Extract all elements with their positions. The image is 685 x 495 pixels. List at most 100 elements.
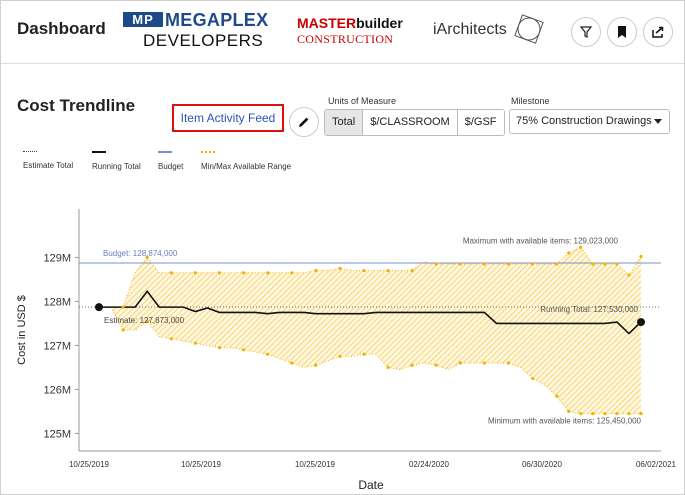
max-point	[266, 271, 270, 275]
max-point	[579, 245, 583, 249]
max-point	[217, 271, 222, 275]
max-point	[362, 269, 366, 273]
header-bar: Dashboard MP MEGAPLEX DEVELOPERS MASTERb…	[1, 1, 684, 64]
running-end-point	[637, 318, 645, 327]
min-point	[145, 319, 149, 323]
min-point	[410, 363, 414, 367]
min-point	[458, 361, 462, 365]
filter-button[interactable]	[571, 17, 601, 47]
legend-running-swatch	[92, 151, 106, 153]
min-point	[434, 363, 438, 367]
y-tick-label: 126M	[43, 384, 71, 396]
legend-estimate-swatch	[23, 151, 37, 152]
running-total-line	[99, 289, 642, 335]
max-point	[434, 262, 438, 266]
legend-budget: Budget	[158, 151, 183, 171]
min-point	[386, 365, 390, 369]
x-tick-label: 06/02/2021	[636, 460, 677, 469]
max-point	[458, 262, 462, 266]
max-point	[145, 255, 149, 259]
max-point	[603, 262, 607, 266]
units-of-measure-label: Units of Measure	[328, 96, 397, 106]
min-point	[290, 361, 294, 365]
max-point	[193, 271, 197, 275]
min-point	[603, 412, 607, 416]
max-point	[121, 305, 125, 309]
bookmark-button[interactable]	[607, 17, 637, 47]
legend-running: Running Total	[92, 151, 141, 171]
y-axis-title: Cost in USD $	[16, 295, 28, 365]
min-point	[579, 412, 583, 416]
min-point	[338, 354, 342, 358]
masterbuilder-logo-b: builder	[356, 15, 403, 31]
masterbuilder-logo-sub: CONSTRUCTION	[297, 32, 394, 46]
min-point	[591, 412, 595, 416]
max-point	[591, 262, 595, 266]
pencil-icon	[299, 117, 309, 127]
legend-estimate-label: Estimate Total	[23, 161, 74, 170]
max-point	[627, 273, 631, 277]
filter-icon	[579, 26, 593, 38]
milestone-select[interactable]: 75% Construction Drawings	[509, 109, 670, 134]
running-total-annotation: Running Total: 127,530,000	[540, 305, 638, 314]
x-tick-label: 10/25/2019	[295, 460, 336, 469]
min-point	[567, 409, 571, 413]
min-point	[362, 352, 366, 356]
range-area	[99, 247, 641, 414]
share-button[interactable]	[643, 17, 673, 47]
max-annotation: Maximum with available items: 129,023,00…	[463, 236, 619, 245]
max-point	[639, 254, 643, 259]
max-point	[555, 262, 559, 266]
max-point	[567, 251, 571, 255]
min-point	[169, 337, 173, 341]
max-point	[531, 262, 535, 266]
bookmark-icon	[618, 26, 626, 38]
legend-estimate: Estimate Total	[23, 151, 73, 170]
units-option-per-classroom[interactable]: $/CLASSROOM	[363, 110, 458, 135]
megaplex-logo-name: MEGAPLEX	[165, 10, 269, 30]
megaplex-logo: MP MEGAPLEX DEVELOPERS	[121, 10, 271, 56]
max-point	[169, 271, 173, 275]
min-point	[266, 352, 270, 356]
legend-range: Min/Max Available Range	[201, 151, 291, 171]
x-tick-label: 10/25/2019	[69, 460, 110, 469]
chevron-down-icon	[654, 119, 662, 124]
units-option-total[interactable]: Total	[325, 110, 364, 135]
max-point	[386, 269, 390, 273]
budget-annotation: Budget: 128,874,000	[103, 249, 178, 258]
masterbuilder-logo-a: MASTER	[297, 15, 357, 31]
running-start-point	[95, 303, 103, 312]
y-tick-label: 125M	[43, 428, 71, 440]
min-point	[627, 412, 631, 416]
y-tick-label: 129M	[43, 252, 71, 264]
max-point	[506, 262, 511, 266]
units-option-per-gsf[interactable]: $/GSF	[457, 110, 504, 135]
x-tick-label: 06/30/2020	[522, 460, 563, 469]
x-tick-label: 02/24/2020	[409, 460, 450, 469]
min-point	[217, 346, 222, 350]
milestone-value: 75% Construction Drawings	[516, 115, 652, 127]
min-annotation: Minimum with available items: 125,450,00…	[488, 417, 642, 426]
masterbuilder-logo: MASTERbuilder CONSTRUCTION	[297, 15, 407, 47]
max-point	[338, 266, 342, 270]
min-point	[482, 361, 487, 365]
min-point	[639, 412, 643, 416]
max-point	[615, 262, 619, 266]
min-point	[555, 394, 559, 398]
max-point	[241, 271, 246, 275]
min-point	[314, 363, 318, 367]
item-activity-feed-button[interactable]: Item Activity Feed	[172, 104, 284, 132]
x-axis-title: Date	[358, 478, 384, 492]
max-point	[314, 269, 318, 273]
x-tick-label: 10/25/2019	[181, 460, 222, 469]
legend-range-label: Min/Max Available Range	[201, 162, 292, 171]
min-point	[241, 348, 246, 352]
min-point	[615, 412, 619, 416]
edit-button[interactable]	[289, 107, 319, 137]
min-point	[531, 376, 535, 380]
cost-trendline-chart: 125M 126M 127M 128M 129M 10/25/2019 10/25/2019…	[16, 209, 677, 492]
megaplex-logo-mark: MP	[123, 12, 163, 27]
legend-range-swatch	[201, 151, 215, 153]
megaplex-logo-sub: DEVELOPERS	[143, 31, 264, 50]
